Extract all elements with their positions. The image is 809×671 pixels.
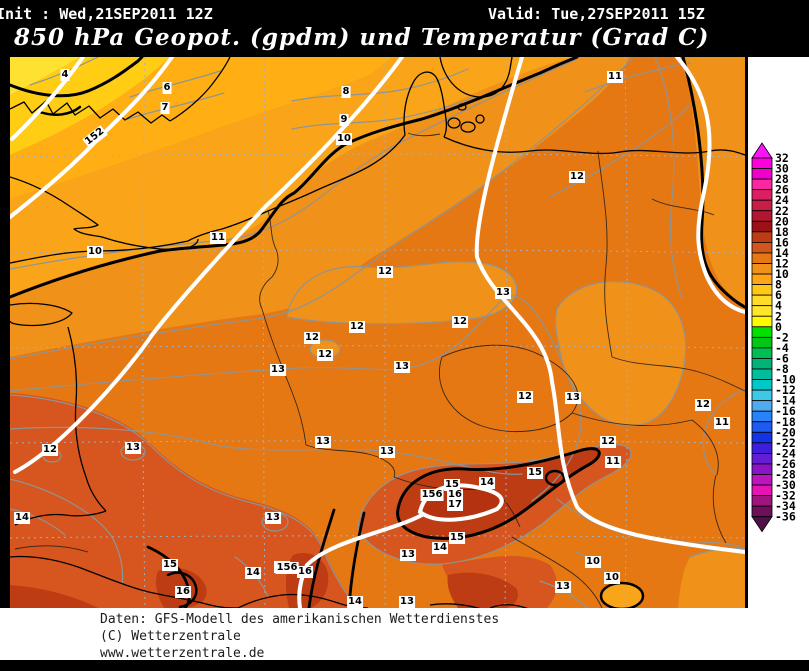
colorbar-swatch xyxy=(752,295,772,306)
colorbar-swatch xyxy=(752,401,772,412)
temperature-label: 17 xyxy=(447,499,463,511)
colorbar-swatch xyxy=(752,158,772,169)
temperature-colorbar: 32302826242220181614121086420-2-4-6-8-10… xyxy=(748,57,809,608)
temperature-label: 13 xyxy=(565,392,581,404)
temperature-label: 13 xyxy=(399,596,415,608)
colorbar-swatch xyxy=(752,506,772,517)
weather-map-screenshot: Init : Wed,21SEP2011 12Z Valid: Tue,27SE… xyxy=(0,0,809,671)
colorbar-swatch xyxy=(752,443,772,454)
temperature-label: 10 xyxy=(87,246,103,258)
temperature-label: 12 xyxy=(600,436,616,448)
temperature-label: 11 xyxy=(714,417,730,429)
temperature-label: 12 xyxy=(377,266,393,278)
temperature-label: 14 xyxy=(14,512,30,524)
temperature-label: 13 xyxy=(270,364,286,376)
temperature-label: 14 xyxy=(432,542,448,554)
temperature-label: 9 xyxy=(340,114,349,126)
temperature-label: 8 xyxy=(342,86,351,98)
colorbar-swatch xyxy=(752,285,772,296)
colorbar-swatch xyxy=(752,411,772,422)
colorbar-swatch xyxy=(752,316,772,327)
colorbar-swatch xyxy=(752,453,772,464)
temperature-label: 11 xyxy=(607,71,623,83)
colorbar-swatch xyxy=(752,496,772,507)
init-time-label: Init : Wed,21SEP2011 12Z xyxy=(0,5,213,23)
temperature-label: 15 xyxy=(527,467,543,479)
colorbar-swatch xyxy=(752,190,772,201)
temperature-label: 14 xyxy=(347,596,363,608)
temperature-label: 14 xyxy=(245,567,261,579)
temperature-label: 13 xyxy=(555,581,571,593)
colorbar-swatch xyxy=(752,221,772,232)
colorbar-top-arrow xyxy=(752,143,772,158)
temperature-label: 10 xyxy=(336,133,352,145)
temperature-label: 14 xyxy=(479,477,495,489)
bottom-bar xyxy=(0,660,809,671)
colorbar-swatch xyxy=(752,232,772,243)
temperature-label: 12 xyxy=(569,171,585,183)
temperature-label: 10 xyxy=(604,572,620,584)
temperature-label: 16 xyxy=(175,586,191,598)
temperature-label: 12 xyxy=(452,316,468,328)
valid-time-label: Valid: Tue,27SEP2011 15Z xyxy=(488,5,705,23)
data-source-line: Daten: GFS-Modell des amerikanischen Wet… xyxy=(100,612,499,627)
colorbar-swatch xyxy=(752,475,772,486)
temperature-label: 13 xyxy=(265,512,281,524)
temperature-label: 12 xyxy=(317,349,333,361)
temperature-label: 15 xyxy=(449,532,465,544)
colorbar-swatch xyxy=(752,369,772,380)
geopotential-label: 156 xyxy=(276,562,299,574)
page-title: 850 hPa Geopot. (gpdm) und Temperatur (G… xyxy=(14,24,709,51)
weather-map: 4678910111011121213121212121313121313131… xyxy=(10,57,745,608)
temperature-label: 12 xyxy=(42,444,58,456)
colorbar-swatch xyxy=(752,485,772,496)
colorbar-swatch xyxy=(752,422,772,433)
colorbar-swatch xyxy=(752,358,772,369)
temperature-label: 15 xyxy=(162,559,178,571)
colorbar-swatch xyxy=(752,327,772,338)
temperature-label: 10 xyxy=(585,556,601,568)
temperature-label: 7 xyxy=(161,102,170,114)
colorbar-swatch xyxy=(752,390,772,401)
colorbar-swatch xyxy=(752,274,772,285)
temperature-label: 13 xyxy=(495,287,511,299)
map-canvas xyxy=(10,57,745,608)
temperature-fill-bands xyxy=(10,57,745,608)
colorbar-swatch xyxy=(752,211,772,222)
temperature-label: 4 xyxy=(61,69,70,81)
temperature-label: 12 xyxy=(517,391,533,403)
colorbar-bottom-arrow xyxy=(752,517,772,532)
colorbar-swatch xyxy=(752,337,772,348)
website-line: www.wetterzentrale.de xyxy=(100,646,264,661)
temperature-label: 11 xyxy=(210,232,226,244)
colorbar-swatch xyxy=(752,380,772,391)
temperature-label: 12 xyxy=(695,399,711,411)
footer: Daten: GFS-Modell des amerikanischen Wet… xyxy=(0,608,809,660)
temperature-label: 13 xyxy=(400,549,416,561)
temperature-label: 13 xyxy=(379,446,395,458)
colorbar-swatch xyxy=(752,169,772,180)
colorbar-swatch xyxy=(752,264,772,275)
copyright-line: (C) Wetterzentrale xyxy=(100,629,241,644)
temperature-label: 11 xyxy=(605,456,621,468)
colorbar-swatch xyxy=(752,348,772,359)
temperature-label: 13 xyxy=(125,442,141,454)
colorbar-swatch xyxy=(752,464,772,475)
temperature-label: 13 xyxy=(394,361,410,373)
temperature-label: 12 xyxy=(349,321,365,333)
colorbar-swatch xyxy=(752,432,772,443)
colorbar-panel: 32302826242220181614121086420-2-4-6-8-10… xyxy=(748,57,809,608)
temperature-label: 16 xyxy=(297,566,313,578)
temperature-label: 12 xyxy=(304,332,320,344)
colorbar-swatch xyxy=(752,306,772,317)
temperature-label: 13 xyxy=(315,436,331,448)
colorbar-swatch xyxy=(752,179,772,190)
geopotential-label: 156 xyxy=(421,489,444,501)
colorbar-swatch xyxy=(752,242,772,253)
colorbar-swatch xyxy=(752,253,772,264)
temperature-label: 6 xyxy=(163,82,172,94)
colorbar-tick-label: -36 xyxy=(775,510,796,524)
colorbar-swatch xyxy=(752,200,772,211)
